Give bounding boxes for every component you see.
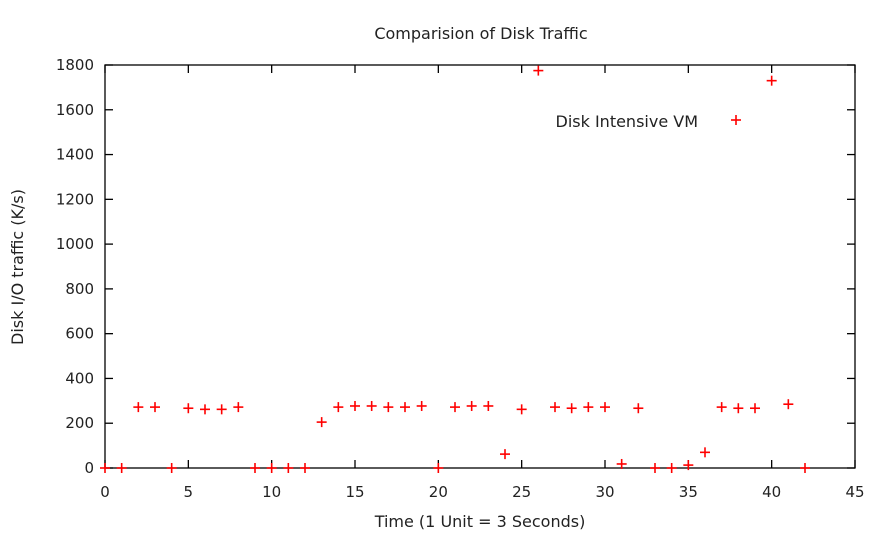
y-tick-label-4: 800 [65,280,94,298]
data-point-37 [716,402,727,413]
plot-area-frame [104,64,856,469]
data-point-2 [133,402,144,413]
data-point-9 [250,463,260,473]
data-point-6 [200,404,210,415]
data-point-12 [300,463,310,473]
x-tick-label-6: 30 [595,483,614,501]
data-point-8 [233,402,244,413]
y-axis-label: Disk I/O traffic (K/s) [8,189,27,345]
x-tick-label-5: 25 [512,483,531,501]
data-point-36 [700,447,710,458]
data-point-31 [616,458,627,469]
data-point-23 [483,400,494,411]
data-point-0 [100,463,110,473]
data-point-20 [433,463,444,473]
data-point-40 [766,75,777,86]
data-point-21 [450,402,460,413]
data-point-30 [600,402,610,413]
data-point-27 [550,402,560,413]
data-point-15 [350,400,360,411]
x-tick-label-4: 20 [429,483,448,501]
data-point-39 [750,403,760,414]
data-point-32 [633,403,644,414]
data-point-5 [183,403,194,414]
x-axis-label: Time (1 Unit = 3 Seconds) [374,512,586,531]
data-point-34 [666,463,677,473]
data-point-25 [516,404,527,415]
y-tick-label-7: 1400 [56,146,94,164]
legend-label: Disk Intensive VM [556,112,699,131]
data-point-38 [733,403,744,414]
x-tick-label-2: 10 [262,483,281,501]
data-point-3 [150,402,160,413]
data-point-41 [783,399,794,410]
data-point-24 [500,449,510,460]
x-tick-label-1: 5 [184,483,194,501]
y-tick-label-8: 1600 [56,101,94,119]
data-point-29 [583,402,594,413]
x-tick-label-8: 40 [762,483,781,501]
y-tick-label-6: 1200 [56,190,94,208]
x-tick-label-0: 0 [100,483,110,501]
axis-ticks [104,64,856,469]
y-tick-label-5: 1000 [56,235,94,253]
data-point-18 [400,402,410,413]
y-tick-label-2: 400 [65,369,94,387]
data-point-28 [566,403,577,414]
data-point-10 [266,463,277,473]
data-point-1 [116,463,127,473]
y-tick-label-0: 0 [84,459,94,477]
data-point-11 [283,463,294,473]
y-tick-label-3: 600 [65,325,94,343]
legend-marker [731,115,741,125]
data-point-4 [166,463,177,473]
chart-title: Comparision of Disk Traffic [374,24,587,43]
x-tick-label-3: 15 [345,483,364,501]
legend-marker-symbol [731,115,741,125]
data-point-35 [683,460,694,471]
data-point-14 [333,402,344,413]
data-point-17 [383,402,394,413]
y-tick-label-1: 200 [65,414,94,432]
data-points [100,65,810,473]
x-tick-label-9: 45 [845,483,864,501]
x-tick-label-7: 35 [679,483,698,501]
data-point-42 [800,463,810,473]
x-tick-labels: 0 5 10 15 20 25 30 35 40 45 [100,483,864,501]
y-tick-label-9: 1800 [56,56,94,74]
data-point-16 [366,400,377,411]
data-point-13 [316,417,327,428]
y-tick-labels: 0 200 400 600 800 1000 1200 1400 1600 1800 [56,56,94,477]
data-point-33 [650,463,660,473]
legend: Disk Intensive VM [556,112,741,131]
data-point-7 [216,404,227,415]
data-point-22 [466,400,477,411]
data-point-19 [416,400,427,411]
data-point-26 [533,65,544,76]
